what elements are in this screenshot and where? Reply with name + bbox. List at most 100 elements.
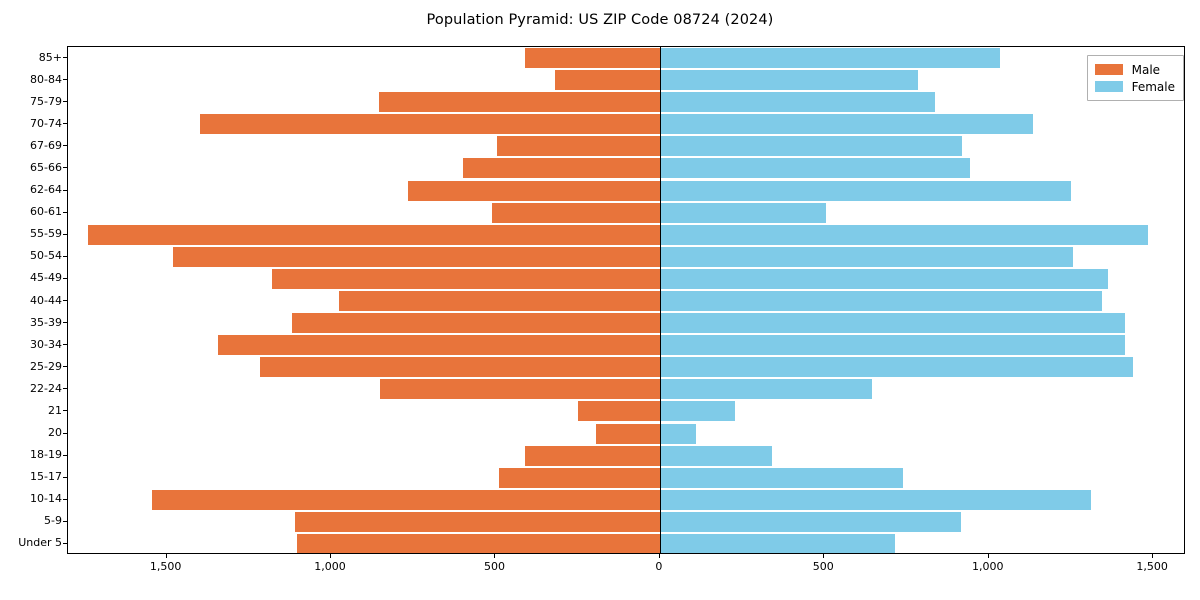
bar-male bbox=[151, 489, 660, 510]
bar-row bbox=[68, 246, 1184, 267]
bar-female bbox=[659, 313, 1125, 334]
y-tick-label: 62-64 bbox=[30, 183, 62, 197]
page-title: Population Pyramid: US ZIP Code 08724 (2… bbox=[426, 12, 774, 28]
legend-item-female[interactable]: Female bbox=[1094, 78, 1175, 95]
y-tick-label: 70-74 bbox=[30, 116, 62, 130]
y-tick-label: 5-9 bbox=[44, 514, 62, 528]
y-axis-tick-labels: 85+ 80-84 75-79 70-74 67-69 65-66 62-64 60-61 55… bbox=[0, 46, 62, 554]
y-tick-label: 40-44 bbox=[30, 293, 62, 307]
y-tick-mark bbox=[63, 520, 67, 522]
bar-male bbox=[339, 291, 660, 311]
y-tick-label: Under 5 bbox=[18, 536, 62, 550]
legend-item-male[interactable]: Male bbox=[1094, 61, 1175, 78]
bar-female bbox=[659, 202, 826, 223]
bar-male bbox=[408, 180, 660, 201]
y-tick-mark bbox=[63, 300, 67, 301]
bar-row bbox=[68, 401, 1184, 422]
x-tick-mark bbox=[165, 554, 167, 558]
x-axis-tick-labels: 1,500 1,000 500 0 500 1,000 1,500 bbox=[67, 560, 1185, 576]
bar-row bbox=[68, 533, 1184, 553]
bar-row bbox=[68, 379, 1184, 400]
y-tick-label: 65-66 bbox=[30, 160, 62, 174]
y-tick-label: 20 bbox=[48, 426, 62, 440]
x-tick-mark bbox=[658, 554, 660, 558]
x-tick-mark bbox=[823, 554, 825, 558]
bar-female bbox=[659, 92, 935, 113]
bar-male bbox=[525, 48, 660, 69]
y-tick-mark bbox=[63, 101, 67, 103]
x-tick-mark bbox=[494, 554, 496, 558]
bar-row bbox=[68, 357, 1184, 378]
y-tick-label: 55-59 bbox=[30, 227, 62, 241]
y-tick-mark bbox=[63, 388, 67, 390]
bar-male bbox=[462, 158, 660, 179]
bar-female bbox=[659, 357, 1134, 378]
bar-male bbox=[492, 202, 660, 223]
bar-row bbox=[68, 114, 1184, 135]
bar-female bbox=[659, 246, 1074, 267]
y-tick-label: 22-24 bbox=[30, 381, 62, 395]
y-tick-mark bbox=[63, 432, 67, 434]
bar-female bbox=[659, 224, 1148, 245]
y-tick-label: 67-69 bbox=[30, 138, 62, 152]
y-tick-mark bbox=[63, 366, 67, 368]
bar-female bbox=[659, 467, 903, 488]
bar-female bbox=[659, 401, 735, 422]
bar-female bbox=[659, 511, 962, 532]
legend-label-female: Female bbox=[1131, 79, 1175, 94]
bar-male bbox=[173, 246, 660, 267]
y-tick-mark bbox=[63, 255, 67, 257]
x-tick-label: 1,500 bbox=[1136, 560, 1168, 573]
bar-male bbox=[525, 445, 660, 466]
bar-row bbox=[68, 224, 1184, 245]
y-tick-mark bbox=[63, 167, 67, 169]
bar-row bbox=[68, 268, 1184, 289]
bar-female bbox=[659, 268, 1109, 289]
bar-row bbox=[68, 158, 1184, 179]
chart-legend[interactable]: Male Female bbox=[1086, 55, 1184, 101]
bar-male bbox=[271, 268, 660, 289]
legend-swatch-female bbox=[1094, 81, 1123, 92]
y-tick-mark bbox=[63, 233, 67, 235]
y-tick-mark bbox=[63, 277, 67, 279]
y-tick-mark bbox=[63, 189, 67, 191]
y-tick-label: 85+ bbox=[38, 50, 62, 64]
bar-male bbox=[291, 313, 660, 334]
y-tick-mark bbox=[63, 57, 67, 59]
bar-male bbox=[378, 92, 660, 113]
bar-row bbox=[68, 48, 1184, 69]
bar-male bbox=[294, 511, 660, 532]
x-tick-label: 1,500 bbox=[149, 560, 182, 573]
y-tick-mark bbox=[63, 542, 67, 544]
bar-female bbox=[659, 445, 772, 466]
y-tick-mark bbox=[63, 211, 67, 213]
y-tick-mark bbox=[63, 454, 67, 456]
y-tick-mark bbox=[63, 322, 67, 324]
bar-row bbox=[68, 180, 1184, 201]
bar-female bbox=[659, 70, 918, 91]
bar-row bbox=[68, 423, 1184, 444]
bar-female bbox=[659, 180, 1071, 201]
x-tick-label: 500 bbox=[483, 560, 505, 573]
y-tick-mark bbox=[63, 498, 67, 500]
bar-male bbox=[87, 224, 660, 245]
y-tick-label: 25-29 bbox=[30, 359, 62, 373]
bar-female bbox=[659, 48, 1000, 69]
y-tick-mark bbox=[63, 123, 67, 125]
x-axis-tick-marks bbox=[67, 554, 1185, 558]
y-tick-mark bbox=[63, 476, 67, 478]
zero-axis-line bbox=[659, 47, 662, 553]
bar-female bbox=[659, 423, 697, 444]
bar-female bbox=[659, 489, 1091, 510]
x-tick-mark bbox=[330, 554, 332, 558]
x-tick-mark bbox=[1152, 554, 1154, 558]
y-tick-mark bbox=[63, 79, 67, 81]
y-tick-label: 45-49 bbox=[30, 271, 62, 285]
bar-male bbox=[554, 70, 660, 91]
y-tick-label: 60-61 bbox=[30, 205, 62, 219]
bar-row bbox=[68, 335, 1184, 356]
y-tick-label: 21 bbox=[48, 403, 62, 417]
bar-male bbox=[577, 401, 660, 422]
bar-row bbox=[68, 202, 1184, 223]
plot-area bbox=[67, 46, 1185, 554]
